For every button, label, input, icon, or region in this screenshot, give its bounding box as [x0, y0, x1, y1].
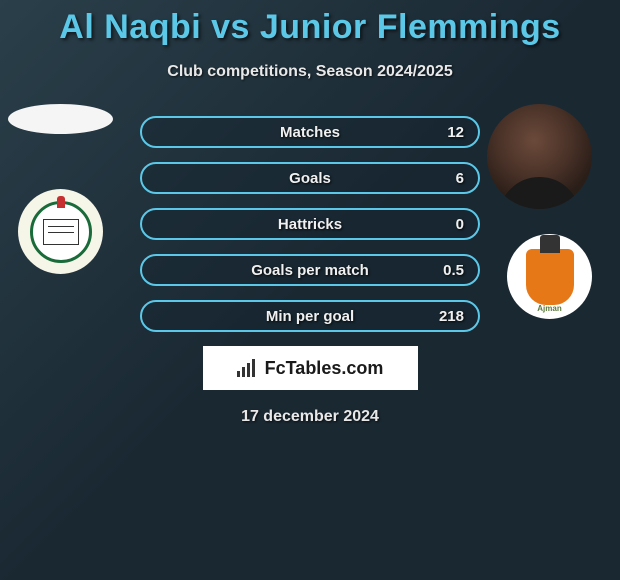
- player-left-avatar: [8, 104, 113, 134]
- stat-right-value: 0: [456, 216, 464, 233]
- date-label: 17 december 2024: [0, 408, 620, 426]
- stat-row: Matches 12: [140, 116, 480, 148]
- stat-label: Matches: [280, 124, 340, 141]
- stat-right-value: 6: [456, 170, 464, 187]
- club-right-crest-icon: [526, 249, 574, 305]
- club-right-badge: Ajman: [507, 234, 592, 319]
- branding-text: FcTables.com: [265, 358, 384, 379]
- stat-label: Hattricks: [278, 216, 342, 233]
- stat-label: Goals: [289, 170, 331, 187]
- stats-list: Matches 12 Goals 6 Hattricks 0 Goals per…: [140, 116, 480, 332]
- club-left-crest-icon: [30, 201, 92, 263]
- stat-row: Goals 6: [140, 162, 480, 194]
- branding-badge: FcTables.com: [203, 346, 418, 390]
- page-title: Al Naqbi vs Junior Flemmings: [0, 0, 620, 47]
- stat-right-value: 0.5: [443, 262, 464, 279]
- stat-right-value: 218: [439, 308, 464, 325]
- player-right-avatar: [487, 104, 592, 209]
- stat-label: Goals per match: [251, 262, 369, 279]
- comparison-panel: Ajman Matches 12 Goals 6 Hattricks 0 Goa…: [0, 116, 620, 426]
- stat-label: Min per goal: [266, 308, 354, 325]
- stat-row: Hattricks 0: [140, 208, 480, 240]
- stat-right-value: 12: [447, 124, 464, 141]
- club-right-label: Ajman: [507, 304, 592, 313]
- stat-row: Min per goal 218: [140, 300, 480, 332]
- club-left-badge: [18, 189, 103, 274]
- stat-row: Goals per match 0.5: [140, 254, 480, 286]
- subtitle: Club competitions, Season 2024/2025: [0, 63, 620, 81]
- chart-icon: [237, 359, 259, 377]
